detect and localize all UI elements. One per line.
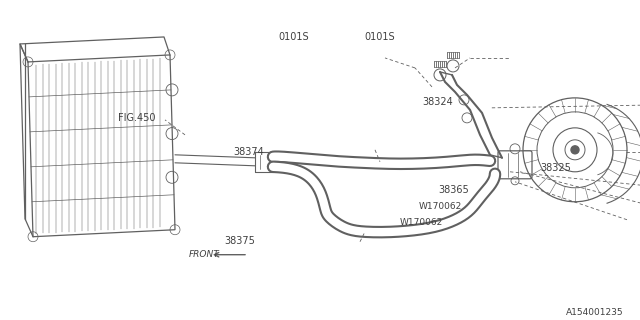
Text: 38324: 38324 <box>422 97 453 107</box>
Circle shape <box>571 146 579 154</box>
Text: W170062: W170062 <box>400 218 444 227</box>
Text: FIG.450: FIG.450 <box>118 113 156 123</box>
Text: A154001235: A154001235 <box>566 308 624 317</box>
Text: 0101S: 0101S <box>365 32 396 42</box>
Text: 38374: 38374 <box>234 147 264 157</box>
Text: 0101S: 0101S <box>278 32 309 42</box>
Text: 38325: 38325 <box>541 163 572 173</box>
Text: FRONT: FRONT <box>189 250 220 259</box>
Text: 38365: 38365 <box>438 185 469 195</box>
Text: 38375: 38375 <box>224 236 255 246</box>
Text: W170062: W170062 <box>419 202 463 211</box>
